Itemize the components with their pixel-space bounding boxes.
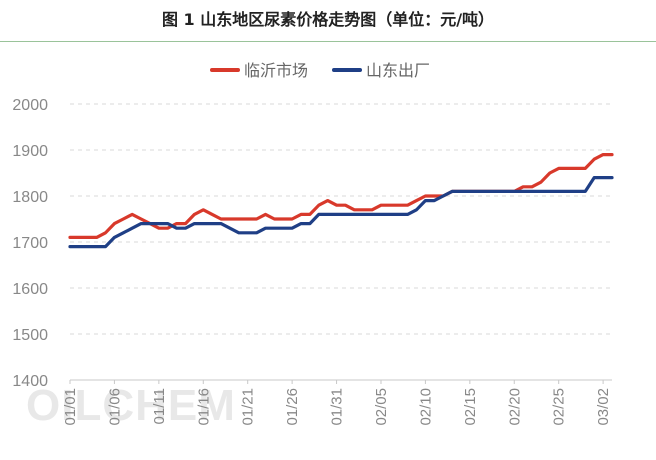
x-tick-label: 01/16 xyxy=(195,388,212,426)
y-tick-label: 2000 xyxy=(12,97,48,114)
x-tick-label: 01/26 xyxy=(284,388,301,426)
x-tick-label: 01/01 xyxy=(62,388,79,426)
x-tick-label: 02/10 xyxy=(417,388,434,426)
series-line-1 xyxy=(68,153,614,239)
x-tick-label: 01/31 xyxy=(329,388,346,426)
watermark-logo: OILCHEM xyxy=(26,381,236,430)
legend-label: 临沂市场 xyxy=(244,61,308,80)
legend-label: 山东出厂 xyxy=(366,61,430,80)
y-tick-label: 1900 xyxy=(12,143,48,160)
x-tick-label: 02/20 xyxy=(506,388,523,426)
x-tick-label: 02/05 xyxy=(373,388,390,426)
x-tick-label: 01/06 xyxy=(106,388,123,426)
x-tick-label: 01/11 xyxy=(151,388,168,424)
y-tick-label: 1400 xyxy=(12,373,48,390)
x-tick-label: 02/25 xyxy=(551,388,568,426)
x-tick-label: 02/15 xyxy=(462,388,479,426)
x-tick-label: 01/21 xyxy=(240,388,257,426)
y-tick-label: 1600 xyxy=(12,281,48,298)
chart-title: 图 1 山东地区尿素价格走势图（单位：元/吨） xyxy=(161,10,495,29)
x-tick-label: 03/02 xyxy=(595,388,612,426)
y-tick-label: 1500 xyxy=(12,327,48,344)
y-tick-label: 1700 xyxy=(12,235,48,252)
y-tick-label: 1800 xyxy=(12,189,48,206)
title-divider xyxy=(0,41,656,42)
series-line-2 xyxy=(68,176,614,249)
